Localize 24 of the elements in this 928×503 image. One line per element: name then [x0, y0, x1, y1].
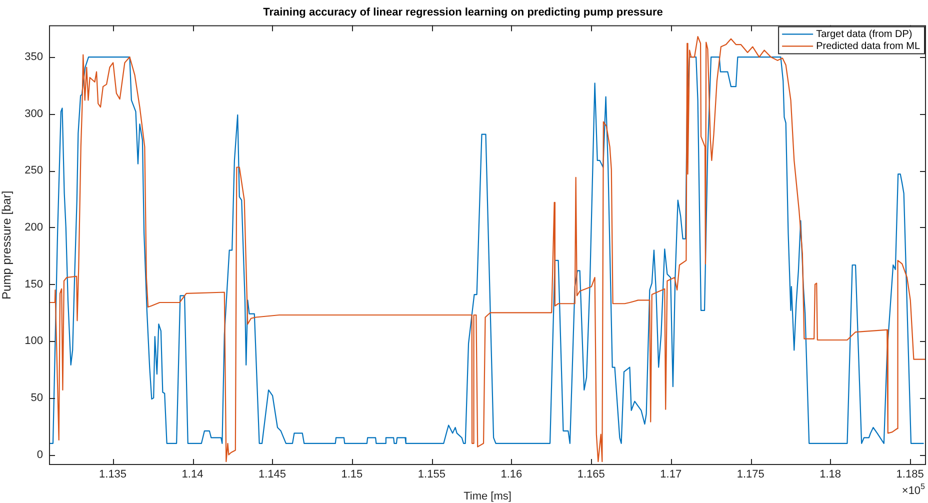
y-tick-label: 150: [24, 278, 43, 290]
chart-title: Training accuracy of linear regression learning on predicting pump pressure: [263, 6, 663, 19]
x-tick-label: 1.165: [577, 468, 605, 481]
y-tick-label: 0: [36, 448, 43, 461]
x-tick-label: 1.155: [418, 468, 446, 481]
x-axis-title: Time [ms]: [464, 490, 512, 502]
legend-label: Predicted data from ML: [816, 40, 920, 52]
y-tick-label: 50: [30, 392, 43, 404]
y-tick-label: 250: [24, 164, 43, 177]
x-tick-label: 1.185: [896, 468, 924, 481]
y-tick-label: 350: [24, 51, 43, 64]
x-tick-label: 1.145: [258, 468, 286, 481]
x-tick-label: 1.15: [341, 468, 363, 481]
y-tick-label: 200: [24, 222, 43, 234]
y-tick-label: 300: [24, 108, 43, 120]
x-tick-label: 1.17: [660, 468, 682, 481]
x-tick-label: 1.175: [736, 468, 764, 481]
y-tick-label: 100: [24, 335, 43, 348]
x-tick-label: 1.14: [182, 468, 204, 481]
y-axis-title: Pump pressure [bar]: [0, 190, 14, 300]
x-tick-label: 1.18: [820, 468, 842, 481]
legend-label: Target data (from DP): [816, 28, 912, 40]
x-tick-label: 1.16: [500, 468, 522, 481]
x-tick-label: 1.135: [99, 468, 127, 481]
